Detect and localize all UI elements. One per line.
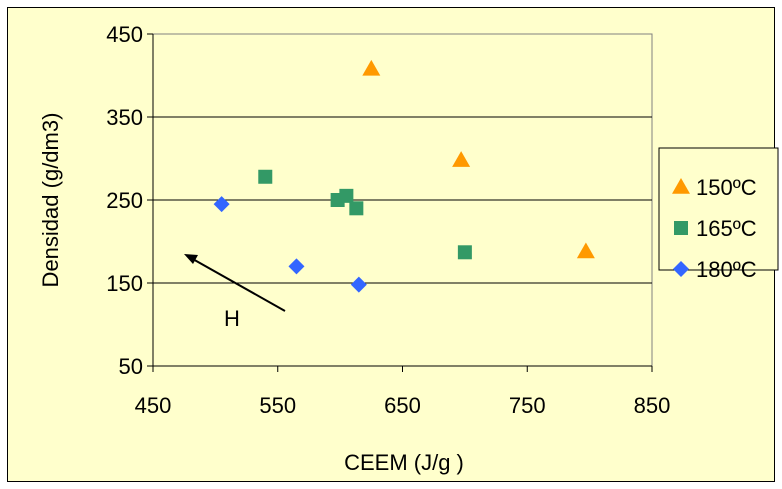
annotation-label: H: [224, 306, 240, 331]
y-tick-label: 50: [119, 354, 143, 379]
data-markers: [213, 59, 595, 293]
data-point: [258, 169, 273, 184]
data-point: [457, 245, 472, 260]
legend-marker: [672, 178, 690, 194]
data-point: [288, 258, 305, 275]
data-point: [350, 276, 367, 293]
y-tick-label: 450: [106, 22, 143, 47]
annotation-arrow-head: [184, 254, 198, 264]
data-point: [576, 242, 595, 259]
y-tick-label: 250: [106, 188, 143, 213]
legend: 150ºC 165ºC 180ºC: [658, 147, 779, 282]
data-point: [339, 188, 354, 203]
data-point: [362, 59, 381, 76]
y-tick-label: 150: [106, 271, 143, 296]
x-tick-label: 550: [259, 393, 296, 418]
x-tick-label: 450: [135, 393, 172, 418]
annotation-arrow-line: [190, 257, 286, 312]
x-tick-label: 750: [509, 393, 546, 418]
legend-marker: [673, 261, 689, 277]
x-axis-label: CEEM (J/g ): [344, 450, 464, 475]
legend-label: 150ºC: [696, 175, 757, 200]
legend-label: 165ºC: [696, 216, 757, 241]
y-axis-label: Densidad (g/dm3): [38, 113, 63, 288]
data-point: [349, 201, 364, 216]
legend-box: [658, 147, 779, 271]
x-tick-label: 650: [384, 393, 421, 418]
tick-labels: 450 350 250 150 50 450 550 650 750 850: [106, 22, 670, 418]
x-tick-label: 850: [634, 393, 671, 418]
axes: [147, 33, 653, 372]
data-point: [452, 151, 471, 167]
data-point: [213, 196, 230, 213]
y-tick-label: 350: [106, 105, 143, 130]
legend-label: 180ºC: [696, 257, 757, 282]
legend-marker: [674, 221, 688, 235]
